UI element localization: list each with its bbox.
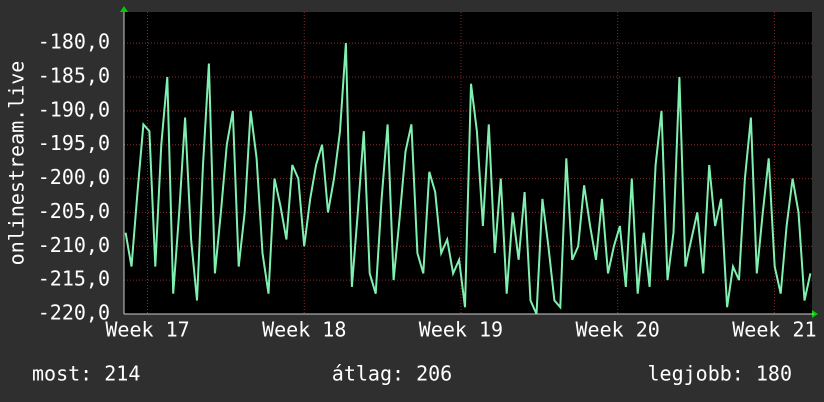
footer-current: most: 214 [32,362,140,386]
y-tick-label: -215,0 [38,267,110,291]
y-tick-label: -210,0 [38,233,110,257]
x-tick-label: Week 19 [419,318,503,342]
y-tick-label: -200,0 [38,165,110,189]
x-tick-label: Week 20 [576,318,660,342]
footer-average: átlag: 206 [332,362,452,386]
x-tick-label: Week 21 [732,318,816,342]
x-axis-arrow [812,310,818,318]
y-axis-arrow [120,6,128,12]
footer-best: legjobb: 180 [648,362,793,386]
x-tick-label: Week 17 [105,318,189,342]
y-tick-label: -220,0 [38,301,110,325]
y-axis-label: onlinestream.live [5,61,29,266]
y-tick-label: -205,0 [38,199,110,223]
y-tick-label: -180,0 [38,30,110,54]
series-line [124,43,812,315]
y-tick-label: -195,0 [38,131,110,155]
y-tick-label: -185,0 [38,64,110,88]
y-tick-label: -190,0 [38,97,110,121]
x-tick-label: Week 18 [262,318,346,342]
